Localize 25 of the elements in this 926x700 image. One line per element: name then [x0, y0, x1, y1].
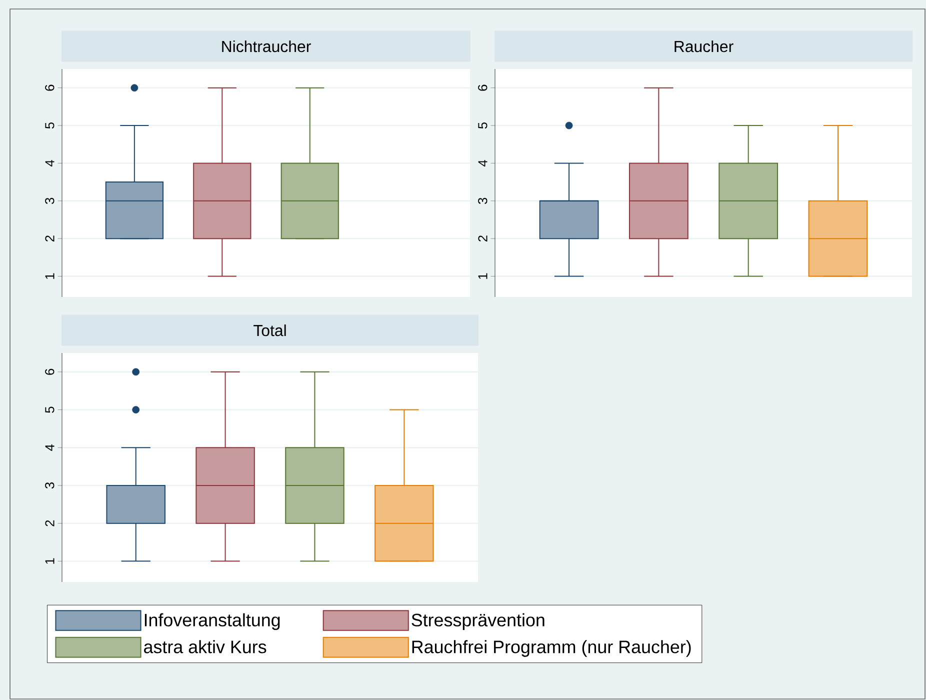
y-tick-label: 4 — [45, 444, 54, 451]
y-tick-label: 6 — [45, 368, 54, 375]
y-tick-label: 2 — [45, 236, 54, 242]
chart-title: Raucher — [674, 40, 734, 52]
y-tick-label: 1 — [478, 273, 488, 279]
legend-label: Rauchfrei Programm (nur Raucher) — [412, 640, 691, 657]
y-tick-label: 4 — [45, 160, 54, 167]
y-tick-label: 5 — [45, 122, 54, 129]
legend-label: astra aktiv Kurs — [144, 640, 266, 654]
y-tick-label: 6 — [478, 84, 488, 91]
y-tick-label: 6 — [45, 84, 54, 91]
legend-label: Stressprävention — [412, 613, 544, 630]
y-tick-label: 5 — [45, 406, 54, 413]
y-tick-label: 1 — [45, 273, 54, 279]
y-tick-label: 3 — [45, 198, 54, 204]
y-tick-label: 2 — [478, 236, 488, 242]
legend-label: Infoveranstaltung — [144, 613, 280, 630]
y-tick-label: 3 — [478, 198, 488, 204]
y-tick-label: 1 — [45, 558, 54, 564]
y-tick-label: 2 — [45, 520, 54, 526]
y-tick-label: 3 — [45, 482, 54, 489]
y-tick-label: 5 — [478, 122, 488, 129]
chart-title: Total — [254, 324, 286, 336]
y-tick-label: 4 — [478, 160, 488, 167]
chart-title: Nichtraucher — [222, 40, 311, 52]
